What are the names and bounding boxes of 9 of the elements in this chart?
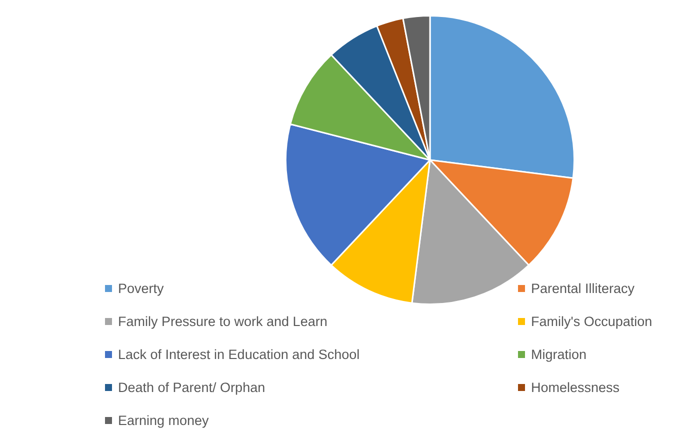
legend-label: Death of Parent/ Orphan bbox=[118, 380, 266, 394]
legend-label: Migration bbox=[531, 346, 587, 362]
legend-label: Family's Occupation bbox=[531, 314, 652, 328]
legend-label: Lack of Interest in Education and School bbox=[118, 346, 360, 362]
legend-label: Homelessness bbox=[531, 380, 620, 394]
legend-label: Parental Illiteracy bbox=[531, 280, 635, 296]
legend-label: Earning money bbox=[118, 412, 209, 428]
legend-label: Poverty bbox=[118, 280, 164, 296]
legend-label: Family Pressure to work and Learn bbox=[118, 314, 328, 328]
